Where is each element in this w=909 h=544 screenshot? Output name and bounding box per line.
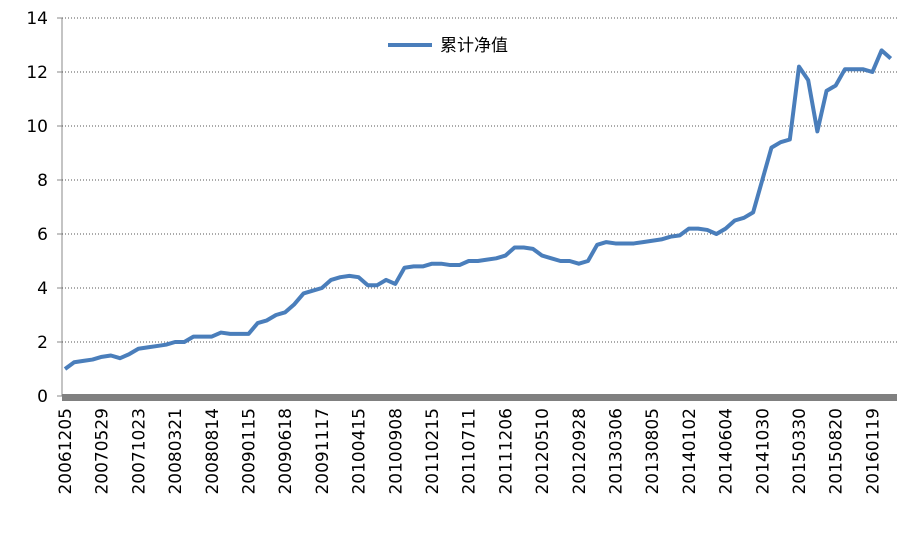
- y-tick-label: 2: [37, 333, 48, 353]
- x-tick-label: 20090115: [240, 408, 260, 495]
- x-tick-label: 20140102: [680, 408, 700, 495]
- x-tick-label: 20110215: [423, 408, 443, 495]
- x-tick-label: 20130805: [643, 408, 663, 495]
- x-tick-label: 20100415: [350, 408, 370, 495]
- x-tick-label: 20111206: [496, 408, 516, 495]
- x-tick-label: 20090618: [276, 408, 296, 495]
- x-tick-label: 20160119: [863, 408, 883, 495]
- x-tick-label: 20110711: [460, 408, 480, 495]
- x-tick-label: 20070529: [93, 408, 113, 495]
- y-tick-label: 10: [26, 117, 48, 137]
- legend-label: 累计净值: [440, 36, 508, 56]
- x-tick-label: 20141030: [753, 408, 773, 495]
- y-tick-label: 12: [26, 63, 48, 83]
- x-tick-label: 20120928: [570, 408, 590, 495]
- y-tick-label: 6: [37, 225, 48, 245]
- data-line: [63, 48, 893, 371]
- y-tick-label: 8: [37, 171, 48, 191]
- x-tick-label: 20080814: [203, 408, 223, 495]
- x-tick-label: 20080321: [166, 408, 186, 495]
- x-tick-label: 20140604: [717, 408, 737, 495]
- y-tick-label: 14: [26, 9, 48, 29]
- x-tick-label: 20091117: [313, 408, 333, 495]
- x-tick-label: 20150330: [790, 408, 810, 495]
- x-tick-label: 20150820: [827, 408, 847, 495]
- x-tick-label: 20061205: [56, 408, 76, 495]
- y-tick-label: 0: [37, 387, 48, 407]
- x-tick-label: 20130306: [607, 408, 627, 495]
- x-axis: [62, 394, 897, 401]
- x-tick-label: 20071023: [129, 408, 149, 495]
- x-tick-label: 20100908: [386, 408, 406, 495]
- y-tick-label: 4: [37, 279, 48, 299]
- x-tick-label: 20120510: [533, 408, 553, 495]
